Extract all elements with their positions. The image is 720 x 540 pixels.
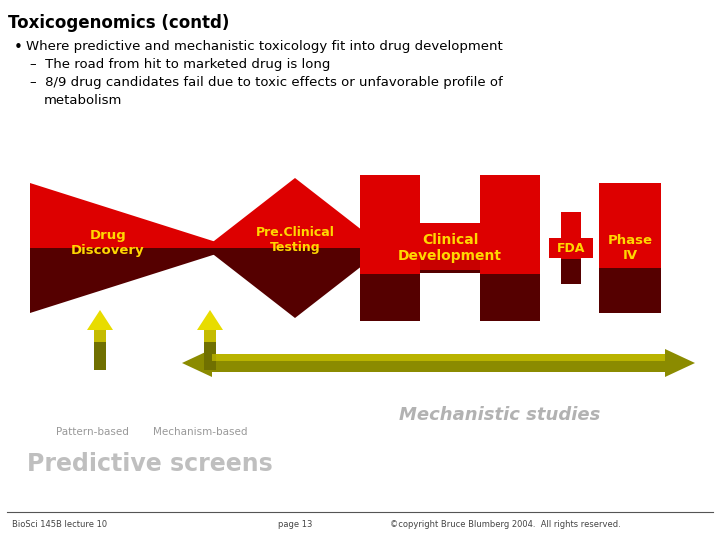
Polygon shape	[182, 349, 212, 377]
Text: BioSci 145B lecture 10: BioSci 145B lecture 10	[12, 520, 107, 529]
Polygon shape	[665, 349, 695, 377]
Text: Mechanism-based: Mechanism-based	[153, 427, 247, 437]
Text: Drug
Discovery: Drug Discovery	[71, 229, 145, 257]
Bar	[94, 330, 106, 370]
Bar	[420, 256, 480, 273]
Text: Pattern-based: Pattern-based	[55, 427, 128, 437]
Bar	[212, 354, 665, 361]
Text: Mechanistic studies: Mechanistic studies	[400, 406, 600, 424]
Text: FDA: FDA	[557, 241, 585, 254]
Bar	[212, 354, 665, 372]
Polygon shape	[205, 248, 385, 318]
Bar	[360, 274, 420, 321]
Bar	[360, 175, 420, 321]
Text: page 13: page 13	[278, 520, 312, 529]
Text: –  8/9 drug candidates fail due to toxic effects or unfavorable profile of: – 8/9 drug candidates fail due to toxic …	[30, 76, 503, 89]
Bar	[561, 259, 581, 284]
Bar	[480, 274, 540, 321]
Bar	[362, 226, 538, 270]
Bar	[204, 330, 216, 342]
Text: Predictive screens: Predictive screens	[27, 452, 273, 476]
Text: –  The road from hit to marketed drug is long: – The road from hit to marketed drug is …	[30, 58, 330, 71]
Text: Pre.Clinical
Testing: Pre.Clinical Testing	[256, 226, 334, 254]
Polygon shape	[197, 310, 223, 330]
Bar	[420, 223, 480, 273]
Bar	[599, 183, 661, 313]
Text: Clinical
Development: Clinical Development	[398, 233, 502, 263]
Text: ©copyright Bruce Blumberg 2004.  All rights reserved.: ©copyright Bruce Blumberg 2004. All righ…	[390, 520, 621, 529]
Bar	[599, 267, 661, 313]
Polygon shape	[87, 310, 113, 330]
Text: Toxicogenomics (contd): Toxicogenomics (contd)	[8, 14, 230, 32]
Text: metabolism: metabolism	[44, 94, 122, 107]
Polygon shape	[205, 178, 385, 248]
Text: Phase
IV: Phase IV	[608, 234, 652, 262]
Bar	[204, 330, 216, 370]
Bar	[480, 175, 540, 321]
Text: Where predictive and mechanistic toxicology fit into drug development: Where predictive and mechanistic toxicol…	[26, 40, 503, 53]
Polygon shape	[30, 248, 235, 313]
Bar	[94, 330, 106, 342]
Text: •: •	[14, 40, 23, 55]
Bar	[561, 212, 581, 284]
Polygon shape	[30, 183, 235, 248]
Bar	[549, 238, 593, 258]
